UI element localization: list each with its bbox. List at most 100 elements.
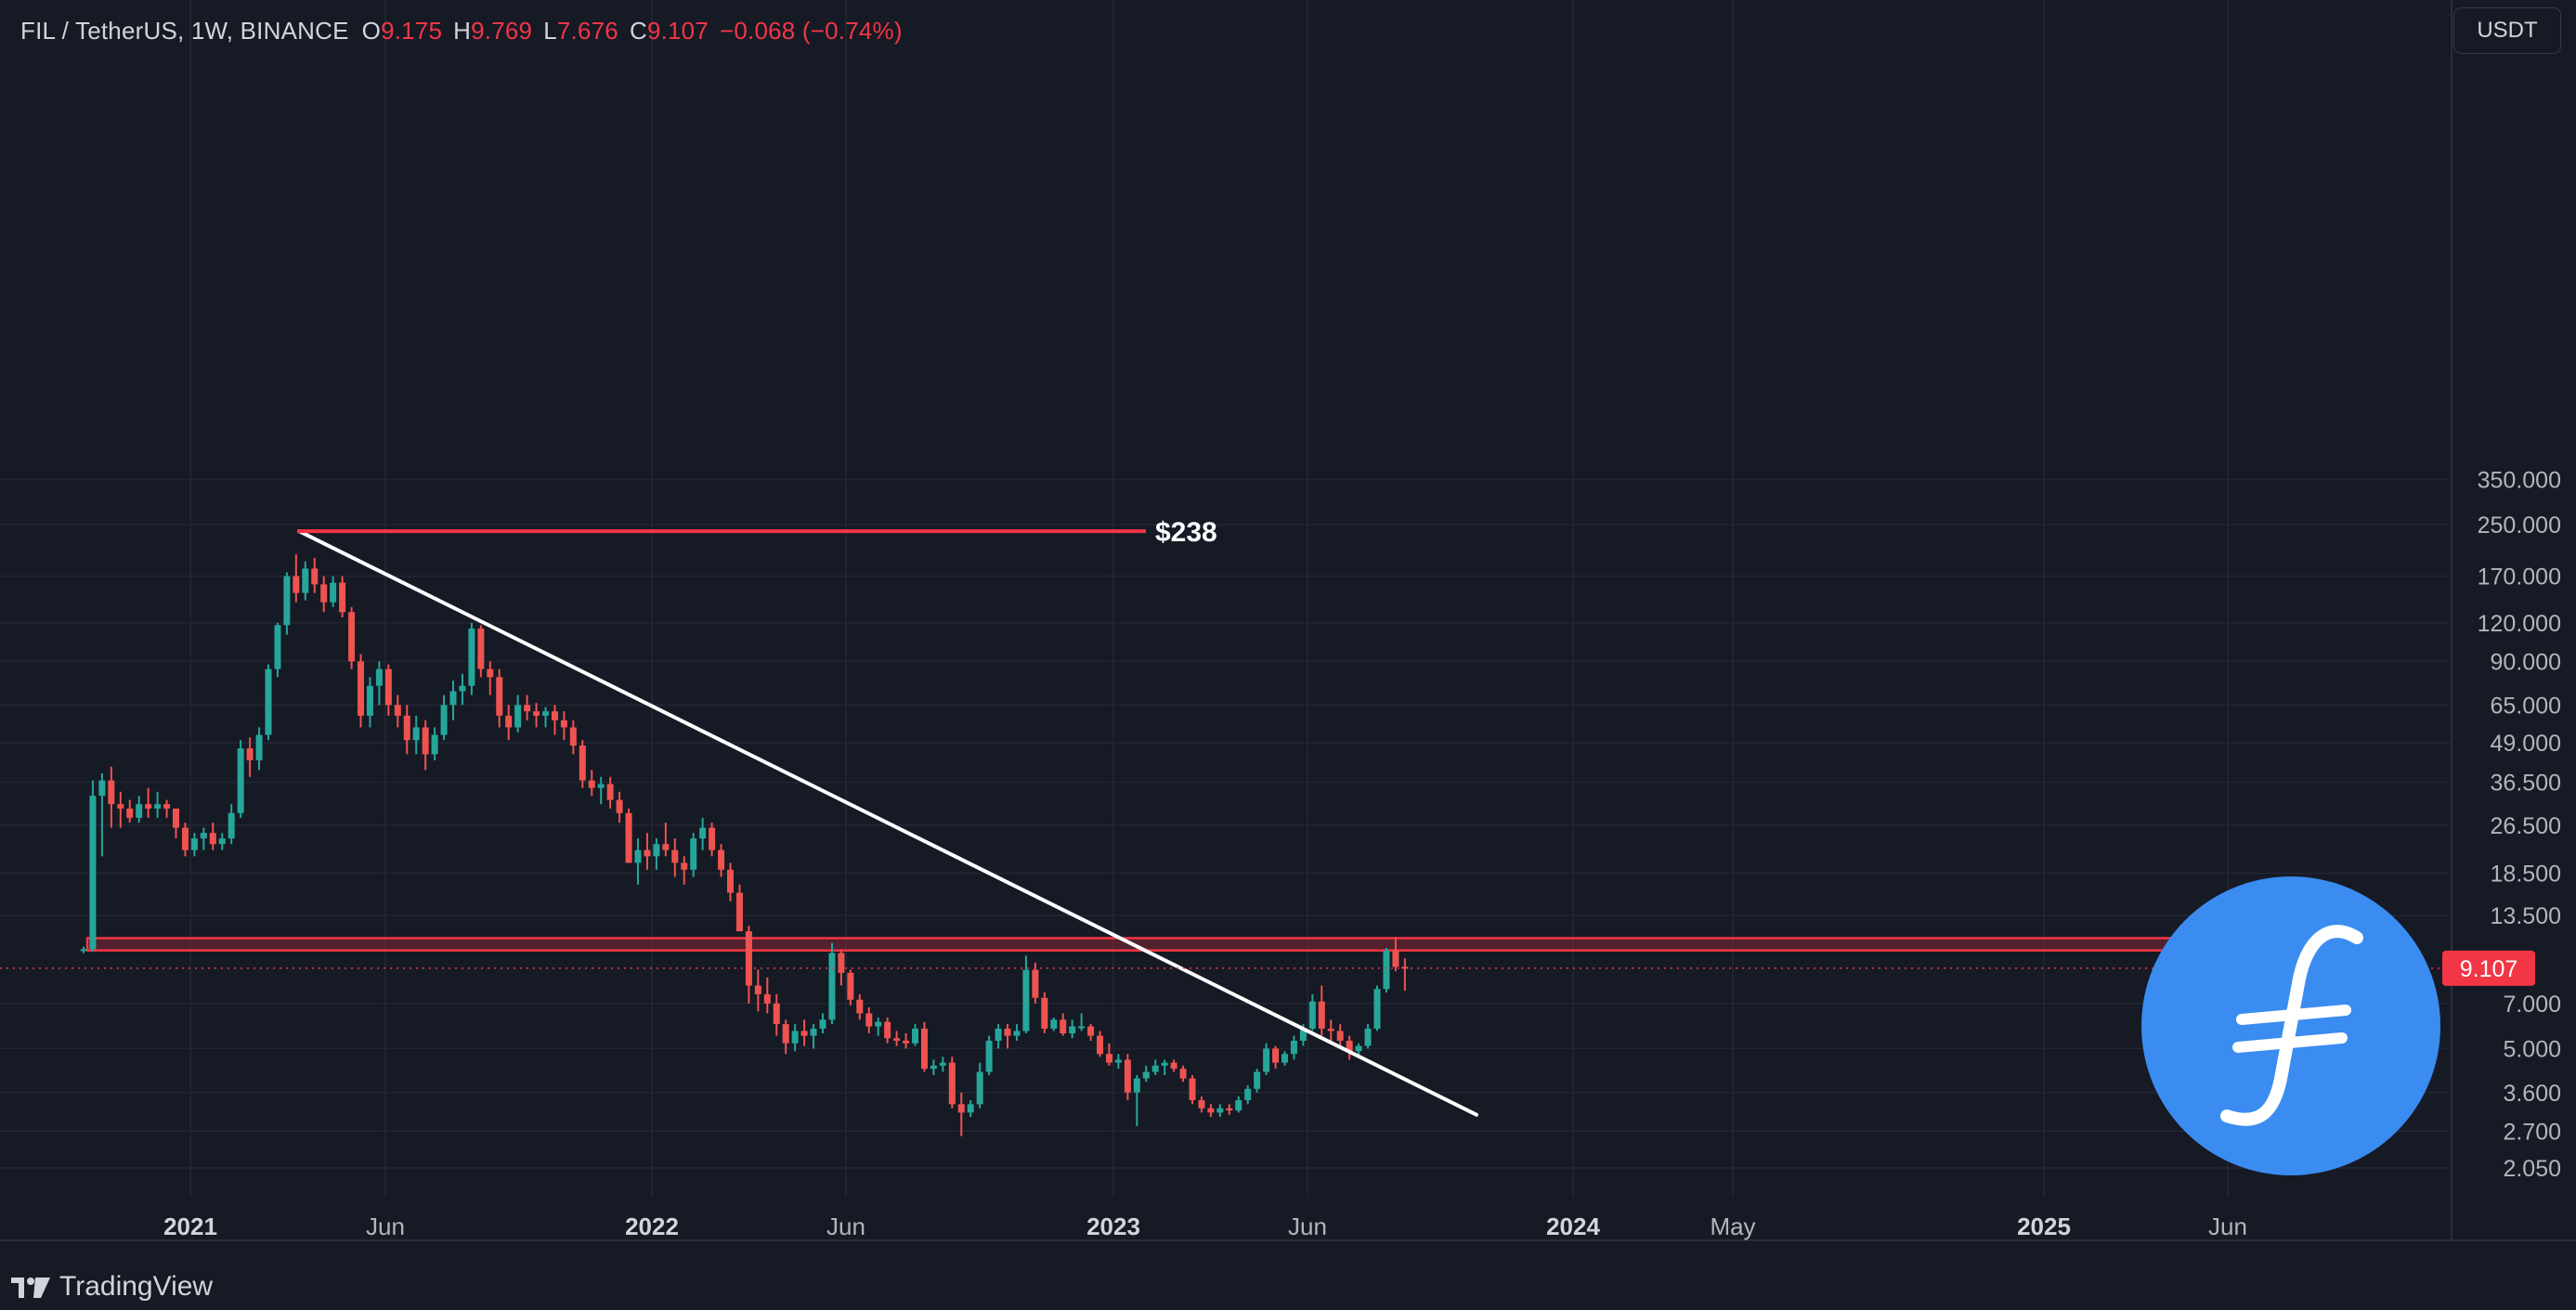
candle[interactable] — [1383, 947, 1390, 992]
candle[interactable] — [551, 705, 558, 735]
candle[interactable] — [542, 707, 549, 728]
candle[interactable] — [237, 740, 244, 818]
candle[interactable] — [1142, 1065, 1150, 1083]
candle[interactable] — [875, 1018, 882, 1036]
candle[interactable] — [366, 677, 373, 728]
candle[interactable] — [1097, 1031, 1103, 1057]
candle[interactable] — [597, 776, 605, 805]
candle[interactable] — [1161, 1059, 1168, 1076]
candle[interactable] — [653, 838, 660, 870]
candle[interactable] — [819, 1013, 826, 1034]
candle[interactable] — [403, 705, 410, 755]
candle[interactable] — [690, 833, 697, 877]
candle[interactable] — [634, 838, 642, 885]
candle[interactable] — [754, 969, 761, 1012]
candle[interactable] — [1179, 1065, 1187, 1083]
candle[interactable] — [1272, 1045, 1280, 1070]
candle[interactable] — [1041, 992, 1048, 1034]
candle[interactable] — [459, 673, 466, 706]
candle[interactable] — [154, 791, 162, 818]
candle[interactable] — [1364, 1024, 1372, 1049]
candle[interactable] — [625, 808, 632, 863]
candle[interactable] — [163, 799, 171, 818]
candle[interactable] — [1308, 993, 1316, 1031]
candle[interactable] — [1078, 1013, 1086, 1031]
candle[interactable] — [1318, 985, 1325, 1036]
candle[interactable] — [209, 823, 216, 850]
candle[interactable] — [709, 823, 716, 857]
candle[interactable] — [1133, 1075, 1140, 1127]
candle[interactable] — [1032, 962, 1039, 1004]
candle[interactable] — [1327, 1019, 1334, 1041]
candle[interactable] — [838, 949, 845, 986]
candle[interactable] — [190, 833, 198, 857]
candle[interactable] — [348, 606, 356, 669]
candle[interactable] — [616, 791, 623, 824]
candle[interactable] — [1124, 1054, 1131, 1101]
candle[interactable] — [560, 711, 567, 741]
candle[interactable] — [422, 720, 429, 771]
candle[interactable] — [847, 969, 854, 1005]
candle[interactable] — [80, 946, 87, 953]
candle[interactable] — [1069, 1019, 1076, 1039]
candle[interactable] — [274, 622, 281, 678]
candle[interactable] — [1226, 1104, 1233, 1115]
candle[interactable] — [98, 773, 106, 857]
candle[interactable] — [1151, 1059, 1159, 1076]
candle[interactable] — [681, 856, 688, 885]
candle[interactable] — [394, 694, 401, 728]
candle[interactable] — [671, 838, 679, 877]
candle[interactable] — [912, 1024, 918, 1046]
candle[interactable] — [1244, 1084, 1252, 1105]
candle[interactable] — [763, 977, 771, 1014]
symbol-title[interactable]: FIL / TetherUS, 1W, BINANCE — [20, 17, 349, 45]
candle[interactable] — [588, 770, 595, 797]
candle[interactable] — [1336, 1024, 1344, 1046]
candle[interactable] — [533, 703, 540, 728]
descending-trendline[interactable] — [297, 529, 1478, 1117]
candle[interactable] — [330, 576, 337, 607]
candle[interactable] — [477, 625, 485, 678]
candle[interactable] — [976, 1062, 983, 1109]
candle[interactable] — [1401, 958, 1409, 992]
candle[interactable] — [505, 705, 513, 741]
candle[interactable] — [569, 720, 577, 755]
candle[interactable] — [496, 668, 503, 728]
candle[interactable] — [745, 926, 752, 1004]
candle[interactable] — [145, 787, 152, 818]
candle[interactable] — [967, 1100, 974, 1118]
candle[interactable] — [1022, 955, 1030, 1034]
candle[interactable] — [431, 727, 438, 760]
candle[interactable] — [930, 1059, 937, 1076]
candle[interactable] — [1105, 1043, 1112, 1066]
candle[interactable] — [514, 694, 522, 733]
candle[interactable] — [865, 1007, 873, 1034]
currency-unit-button[interactable]: USDT — [2453, 7, 2561, 54]
candle[interactable] — [524, 694, 531, 720]
candle[interactable] — [1087, 1024, 1095, 1041]
candle[interactable] — [727, 863, 734, 901]
resistance-zone[interactable] — [85, 937, 2221, 952]
candle[interactable] — [1373, 985, 1381, 1031]
candle[interactable] — [1290, 1035, 1297, 1060]
candle[interactable] — [117, 791, 124, 828]
candle[interactable] — [375, 661, 383, 706]
candle[interactable] — [957, 1092, 965, 1136]
candle[interactable] — [283, 572, 291, 635]
candle[interactable] — [810, 1024, 817, 1049]
candle[interactable] — [293, 554, 300, 603]
candle[interactable] — [903, 1033, 910, 1049]
candle[interactable] — [920, 1021, 928, 1072]
candle[interactable] — [606, 776, 614, 809]
candle[interactable] — [995, 1024, 1002, 1049]
candle[interactable] — [1392, 937, 1399, 972]
candle[interactable] — [985, 1035, 993, 1076]
candle[interactable] — [1050, 1018, 1058, 1031]
candle[interactable] — [449, 681, 457, 720]
candle[interactable] — [662, 823, 670, 857]
candle[interactable] — [782, 1019, 789, 1055]
candle[interactable] — [265, 664, 272, 741]
candle[interactable] — [1216, 1104, 1224, 1118]
candle[interactable] — [856, 993, 864, 1020]
